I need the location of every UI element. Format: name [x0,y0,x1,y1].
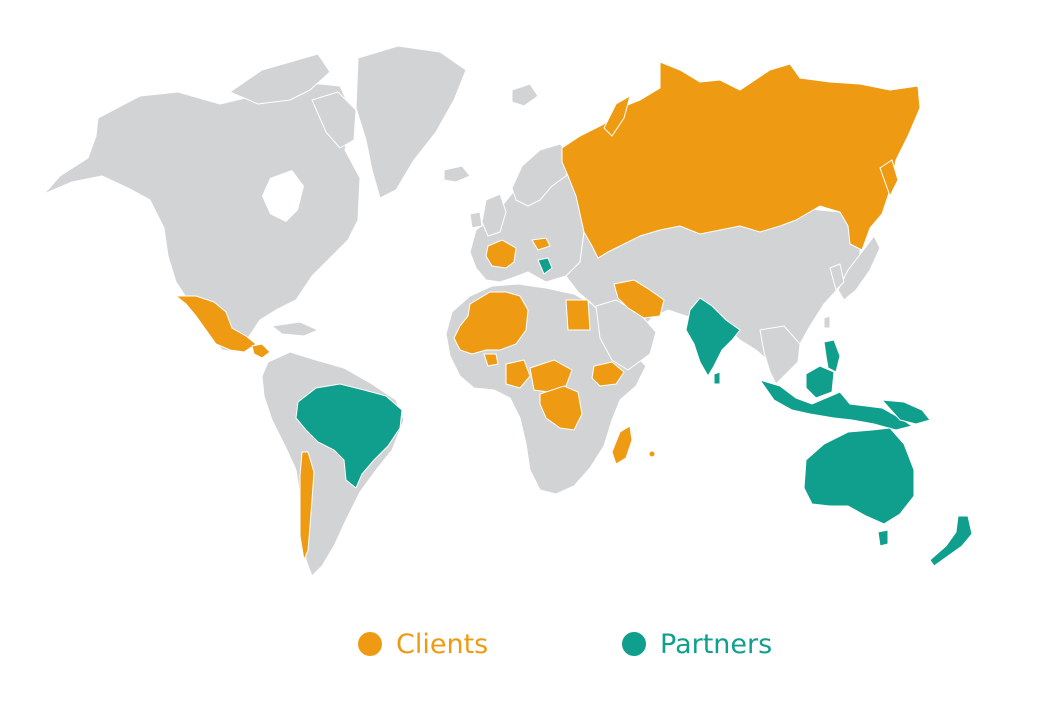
partner-new-zealand[interactable] [930,516,972,566]
land-iceland [444,166,470,182]
land-caribbean [272,322,318,336]
legend-label-clients: Clients [396,629,488,660]
partner-australia[interactable] [804,428,914,524]
client-central-america[interactable] [252,344,270,358]
legend-item-clients: Clients [358,626,488,662]
land-taiwan [824,316,830,328]
client-mauritius[interactable] [649,451,655,457]
legend-item-partners: Partners [622,626,772,662]
partner-philippines[interactable] [824,340,840,372]
land-ireland [470,212,482,228]
world-map [0,0,1052,600]
client-egypt[interactable] [566,300,590,330]
land-svalbard [512,84,538,106]
partner-tasmania[interactable] [878,530,888,546]
partner-sri-lanka[interactable] [714,372,720,384]
legend: Clients Partners [0,626,1052,662]
legend-label-partners: Partners [660,629,772,660]
clients-dot-icon [358,632,382,656]
partner-borneo[interactable] [806,366,834,398]
partners-dot-icon [622,632,646,656]
client-madagascar[interactable] [612,426,632,464]
